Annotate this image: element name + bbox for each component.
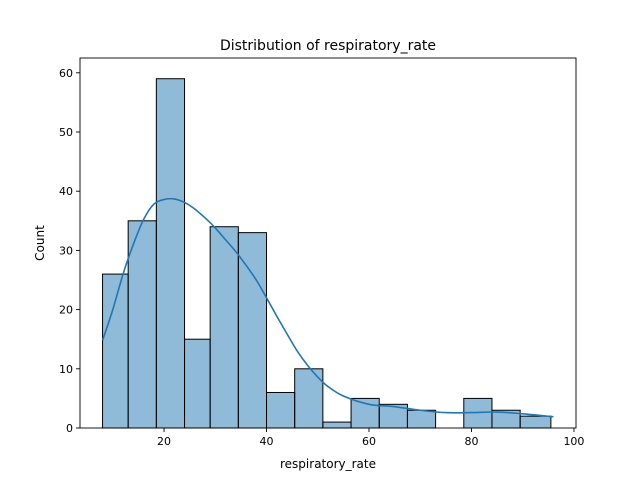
- histogram-bar: [155, 78, 186, 429]
- y-tick-label: 50: [59, 126, 73, 139]
- y-axis-label: Count: [33, 225, 47, 261]
- kde-group: [101, 197, 554, 418]
- histogram-bar: [127, 220, 157, 429]
- y-tick-label: 0: [66, 422, 73, 435]
- x-tick-label: 20: [157, 435, 171, 448]
- histogram-bar: [519, 415, 552, 429]
- histogram-bar: [102, 273, 129, 429]
- y-axis-ticks: 0 10 20 30 40 50 60: [59, 67, 80, 435]
- kde-line: [101, 197, 554, 418]
- histogram-bar: [266, 391, 296, 429]
- x-axis-ticks: 20 40 60 80 100: [157, 428, 584, 448]
- plot-frame: [79, 57, 577, 429]
- x-axis-label: respiratory_rate: [280, 457, 376, 471]
- x-tick-label: 80: [464, 435, 478, 448]
- y-tick-label: 40: [59, 185, 73, 198]
- histogram-bar: [322, 421, 352, 429]
- x-tick-label: 60: [362, 435, 376, 448]
- chart-title: Distribution of respiratory_rate: [220, 38, 436, 54]
- x-tick-label: 40: [260, 435, 274, 448]
- histogram-bar: [406, 409, 437, 429]
- y-tick-label: 60: [59, 67, 73, 80]
- y-tick-label: 20: [59, 304, 73, 317]
- y-tick-label: 10: [59, 363, 73, 376]
- histogram-bar: [237, 232, 268, 429]
- bars-group: [102, 78, 552, 429]
- y-tick-label: 30: [59, 244, 73, 257]
- histogram-bar: [184, 338, 211, 429]
- histogram-bar: [209, 226, 239, 429]
- x-tick-label: 100: [563, 435, 584, 448]
